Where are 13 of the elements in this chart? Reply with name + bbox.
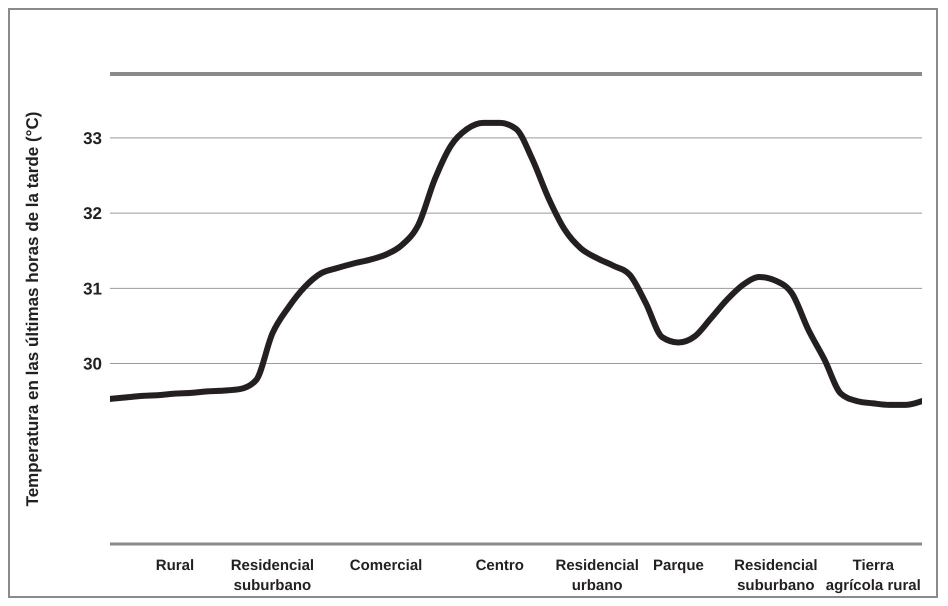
y-axis-title: Temperatura en las últimas horas de la tarde (°C) [23,112,42,506]
x-tick-label: Comercial [350,557,422,574]
y-tick-label: 30 [83,354,102,374]
x-tick-label: Parque [652,557,704,574]
x-tick-label: Residencial urbano [556,557,639,594]
x-tick-label: Residencial suburbano [734,557,818,594]
x-tick-label: Residencial suburbano [230,557,314,594]
x-tick-label: Rural [156,557,194,574]
x-tick-label: Tierra agrícola rural [826,557,921,594]
y-tick-label: 33 [83,128,102,148]
y-tick-label: 31 [83,279,102,298]
y-tick-label: 32 [83,204,102,224]
x-tick-label: Centro [476,557,524,574]
